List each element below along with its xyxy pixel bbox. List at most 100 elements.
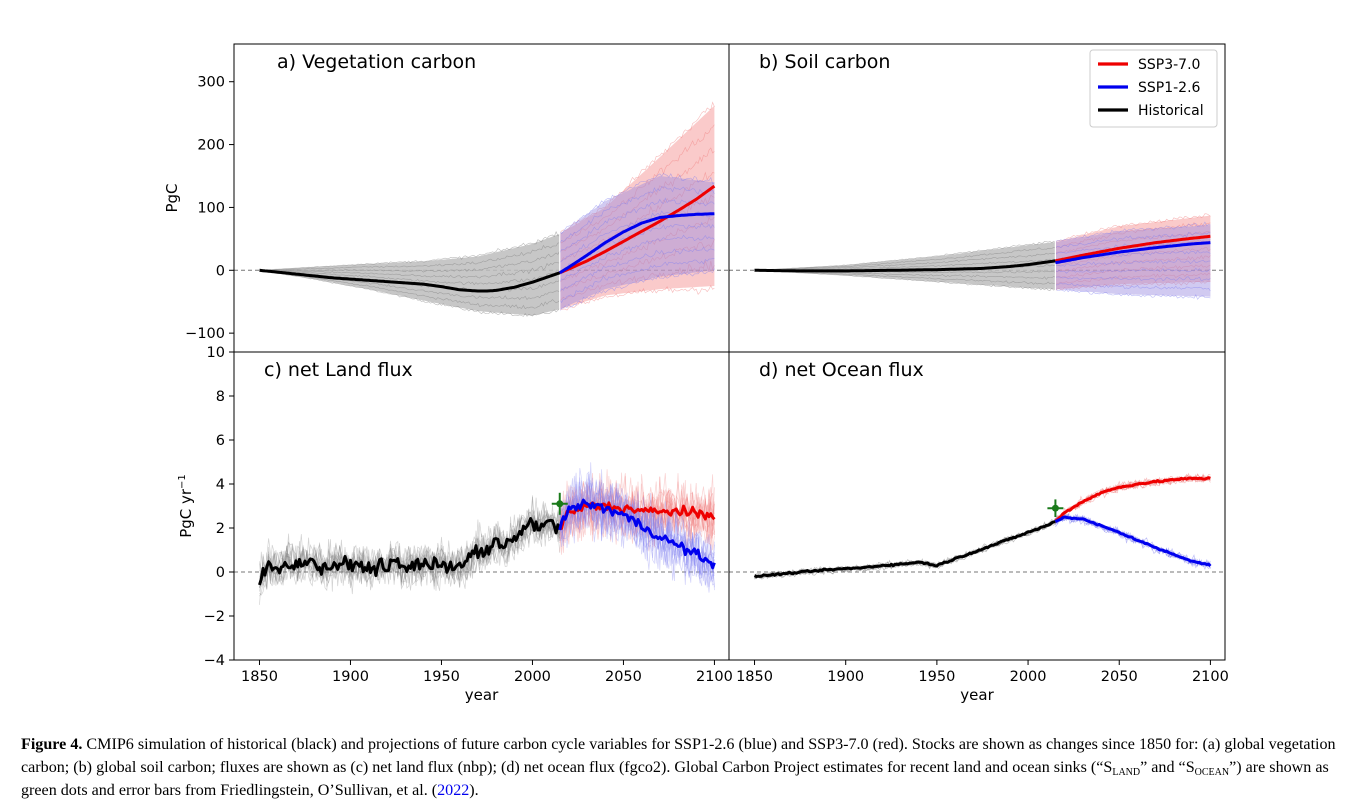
model-member-line bbox=[559, 268, 715, 312]
model-member-line bbox=[1055, 213, 1211, 242]
y-tick-label: −2 bbox=[204, 609, 225, 625]
y-tick-label: 10 bbox=[207, 345, 225, 361]
x-tick-label: 1950 bbox=[918, 669, 955, 685]
model-member-line bbox=[259, 270, 560, 286]
y-axis-label-stocks: PgC bbox=[163, 183, 181, 212]
model-member-line bbox=[259, 262, 560, 279]
gcp-estimate-marker bbox=[1047, 499, 1064, 517]
model-member-line bbox=[1055, 247, 1211, 266]
model-member-line bbox=[259, 497, 560, 586]
legend-entry: Historical bbox=[1098, 103, 1204, 119]
series-line-ssp1-2-6 bbox=[1055, 241, 1211, 265]
model-member-line bbox=[559, 216, 715, 283]
model-member-line bbox=[559, 471, 715, 574]
series-line-ssp1-2-6 bbox=[558, 498, 716, 570]
caption-text: CMIP6 simulation of historical (black) a… bbox=[21, 736, 1336, 776]
model-member-line bbox=[1055, 473, 1211, 520]
model-member-line bbox=[1055, 516, 1211, 571]
legend-box bbox=[1089, 49, 1218, 128]
model-member-line bbox=[559, 124, 715, 244]
model-member-line bbox=[259, 510, 561, 590]
series-line-ssp1-2-6 bbox=[1054, 515, 1212, 568]
panel-a-plot-area bbox=[234, 44, 729, 352]
model-member-line bbox=[559, 482, 715, 587]
model-member-line bbox=[559, 284, 715, 311]
legend-label: Historical bbox=[1138, 103, 1204, 119]
x-axis-label: year bbox=[465, 686, 499, 704]
model-member-line bbox=[754, 518, 1056, 578]
model-member-line bbox=[1055, 272, 1211, 285]
caption-sub-land: LAND bbox=[1112, 767, 1141, 778]
citation-link[interactable]: 2022 bbox=[437, 782, 470, 799]
model-member-line bbox=[559, 485, 715, 581]
model-member-line bbox=[1055, 276, 1211, 282]
series-line-historical bbox=[754, 259, 1056, 273]
model-member-line bbox=[754, 517, 1056, 577]
model-member-line bbox=[559, 479, 715, 583]
model-member-line bbox=[559, 462, 715, 585]
y-tick-label: 200 bbox=[197, 138, 225, 154]
model-member-line bbox=[559, 469, 715, 556]
series-line-ssp3-7-0 bbox=[1054, 476, 1211, 523]
model-member-line bbox=[259, 242, 560, 271]
panel-d-frame bbox=[728, 351, 1226, 661]
model-member-line bbox=[559, 259, 715, 302]
model-member-line bbox=[1055, 280, 1211, 291]
legend-label: SSP3-7.0 bbox=[1138, 57, 1200, 73]
panel-d-plot-area bbox=[729, 472, 1225, 580]
series-line-ssp3-7-0 bbox=[559, 501, 716, 530]
model-member-line bbox=[559, 171, 715, 262]
x-tick-label: 1850 bbox=[736, 669, 773, 685]
model-member-line bbox=[559, 234, 715, 283]
x-tick-label: 2050 bbox=[605, 669, 642, 685]
model-member-line bbox=[259, 509, 561, 588]
x-tick-label: 1850 bbox=[241, 669, 278, 685]
uncertainty-band-historical bbox=[754, 242, 1056, 290]
model-member-line bbox=[559, 258, 715, 304]
series-line-historical bbox=[259, 268, 561, 293]
gcp-estimate-marker bbox=[551, 492, 568, 515]
caption-sub-ocean: OCEAN bbox=[1194, 767, 1230, 778]
model-member-line bbox=[559, 485, 715, 550]
legend-entry: SSP3-7.0 bbox=[1098, 57, 1200, 73]
x-tick-label: 2100 bbox=[696, 669, 733, 685]
figure-caption: Figure 4. CMIP6 simulation of historical… bbox=[21, 733, 1366, 802]
model-member-line bbox=[259, 504, 561, 592]
model-member-line bbox=[754, 246, 1056, 271]
model-member-line bbox=[259, 515, 561, 596]
x-tick-label: 1950 bbox=[423, 669, 460, 685]
panel-b-title: b) Soil carbon bbox=[759, 51, 890, 73]
model-member-line bbox=[1055, 267, 1211, 274]
uncertainty-band-ssp3-7.0 bbox=[559, 105, 715, 310]
model-member-line bbox=[559, 475, 715, 544]
series-line-historical bbox=[753, 520, 1056, 578]
x-tick-label: 2000 bbox=[514, 669, 551, 685]
legend-entry: SSP1-2.6 bbox=[1098, 80, 1201, 96]
model-member-line bbox=[754, 240, 1056, 271]
caption-text: ). bbox=[469, 782, 479, 799]
model-member-line bbox=[259, 231, 560, 271]
uncertainty-band-ssp1-2.6 bbox=[559, 176, 715, 310]
model-member-line bbox=[559, 186, 715, 244]
y-tick-label: 300 bbox=[197, 75, 225, 91]
x-tick-label: 1900 bbox=[332, 669, 369, 685]
model-member-line bbox=[259, 270, 560, 310]
series-line-ssp3-7-0 bbox=[559, 184, 716, 275]
model-member-line bbox=[559, 473, 715, 585]
model-member-line bbox=[559, 483, 715, 555]
panel-b-plot-area bbox=[729, 44, 1225, 352]
model-member-line bbox=[259, 270, 561, 317]
x-tick-label: 2050 bbox=[1101, 669, 1138, 685]
y-tick-label: 0 bbox=[216, 263, 225, 279]
panel-a-title: a) Vegetation carbon bbox=[277, 51, 476, 73]
model-member-line bbox=[559, 197, 715, 254]
y-tick-label: 6 bbox=[216, 433, 225, 449]
series-line-historical bbox=[258, 517, 562, 586]
model-member-line bbox=[559, 472, 715, 588]
panel-c-title: c) net Land flux bbox=[264, 359, 413, 381]
model-member-line bbox=[559, 246, 715, 292]
figure-canvas: a) Vegetation carbon b) Soil carbon c) net… bbox=[163, 43, 1229, 704]
model-member-line bbox=[1055, 282, 1211, 292]
model-member-line bbox=[559, 147, 715, 252]
legend-label: SSP1-2.6 bbox=[1138, 80, 1201, 96]
